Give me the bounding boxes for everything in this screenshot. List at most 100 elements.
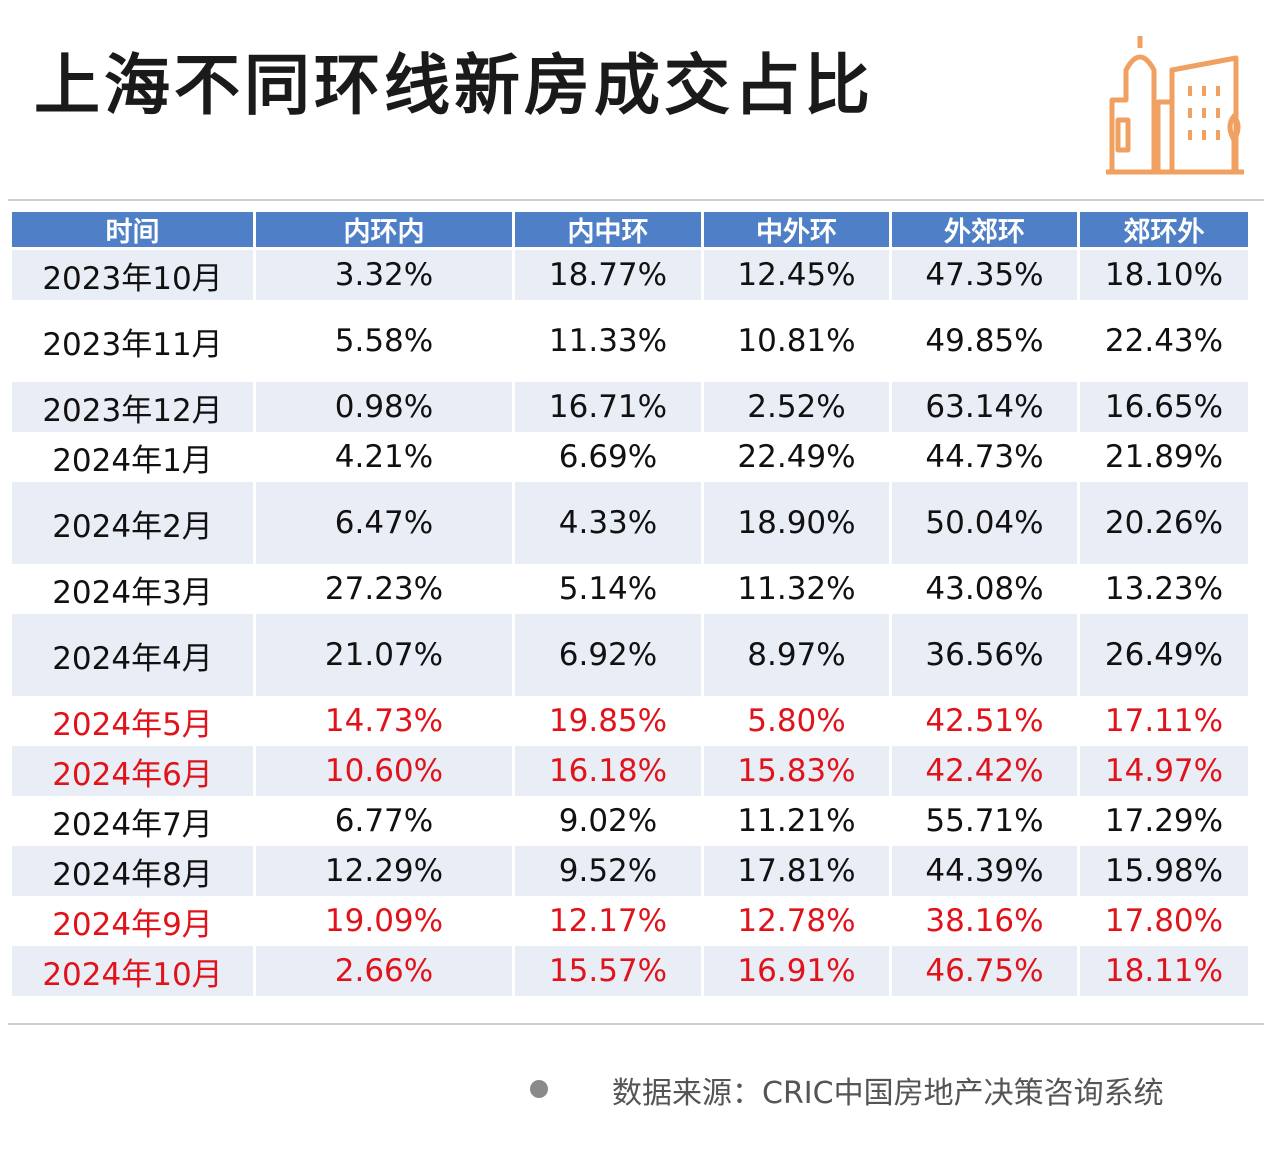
cell-outside-suburban-ring: 26.49%: [1080, 614, 1248, 696]
table-row: 2024年3月 27.23% 5.14% 11.32% 43.08% 13.23%: [12, 564, 1248, 614]
cell-time: 2023年12月: [12, 382, 256, 432]
cell-middle-outer-ring: 18.90%: [704, 482, 892, 564]
cell-outer-suburban-ring: 44.39%: [892, 846, 1080, 896]
table-row: 2024年4月 21.07% 6.92% 8.97% 36.56% 26.49%: [12, 614, 1248, 696]
cell-outside-suburban-ring: 15.98%: [1080, 846, 1248, 896]
cell-middle-outer-ring: 22.49%: [704, 432, 892, 482]
cell-outer-suburban-ring: 43.08%: [892, 564, 1080, 614]
cell-time: 2024年3月: [12, 564, 256, 614]
cell-outside-suburban-ring: 17.80%: [1104, 903, 1224, 939]
cell-outer-suburban-ring: 38.16%: [892, 896, 1080, 946]
cell-outside-suburban-ring: 17.11%: [1104, 703, 1224, 739]
cell-middle-outer-ring: 10.81%: [704, 300, 892, 382]
cell-outside-suburban-ring: 20.26%: [1080, 482, 1248, 564]
cell-inner-middle-ring: 6.69%: [515, 432, 704, 482]
cell-time: 2023年11月: [12, 300, 256, 382]
cell-inner-middle-ring: 18.77%: [515, 250, 704, 300]
table-row: 2024年10月 2.66% 15.57% 16.91% 46.75% 18.11%: [12, 946, 1248, 996]
table-row: 2024年7月 6.77% 9.02% 11.21% 55.71% 17.29%: [12, 796, 1248, 846]
cell-inner-ring: 14.73%: [256, 696, 515, 746]
cell-outer-suburban-ring: 47.35%: [892, 250, 1080, 300]
cell-inner-ring: 6.77%: [256, 796, 515, 846]
city-buildings-icon: [1106, 36, 1244, 175]
table-row: 2024年9月 19.09% 12.17% 12.78% 38.16% 17.80%: [12, 896, 1248, 946]
header-time: 时间: [12, 212, 256, 250]
cell-outside-suburban-ring: 21.89%: [1104, 439, 1224, 475]
cell-outside-suburban-ring: 18.10%: [1080, 250, 1248, 300]
cell-time: 2024年7月: [12, 796, 256, 846]
cell-outside-suburban-ring: 14.97%: [1080, 746, 1248, 796]
cell-inner-ring: 5.58%: [256, 300, 515, 382]
data-source: 数据来源：CRIC中国房地产决策咨询系统: [612, 1076, 1164, 1111]
cell-inner-middle-ring: 9.02%: [515, 796, 704, 846]
table-row: 2024年1月 4.21% 6.69% 22.49% 44.73% 21.89%: [12, 432, 1248, 482]
table-row: 2023年12月 0.98% 16.71% 2.52% 63.14% 16.65%: [12, 382, 1248, 432]
cell-inner-middle-ring: 15.57%: [515, 946, 704, 996]
cell-middle-outer-ring: 8.97%: [704, 614, 892, 696]
cell-middle-outer-ring: 11.32%: [704, 564, 892, 614]
header-middle-outer-ring: 中外环: [704, 212, 892, 250]
cell-inner-ring: 27.23%: [256, 564, 515, 614]
cell-outer-suburban-ring: 42.51%: [892, 696, 1080, 746]
cell-time: 2024年4月: [12, 614, 256, 696]
cell-middle-outer-ring: 12.45%: [704, 250, 892, 300]
page-title: 上海不同环线新房成交占比: [34, 47, 874, 124]
cell-outer-suburban-ring: 36.56%: [892, 614, 1080, 696]
table-row: 2023年11月 5.58% 11.33% 10.81% 49.85% 22.43%: [12, 300, 1248, 382]
cell-inner-middle-ring: 11.33%: [515, 300, 704, 382]
bullet-dot-icon: [530, 1080, 548, 1098]
cell-inner-middle-ring: 12.17%: [515, 896, 704, 946]
cell-outer-suburban-ring: 63.14%: [892, 382, 1080, 432]
cell-middle-outer-ring: 11.21%: [704, 796, 892, 846]
header-inner-middle-ring: 内中环: [515, 212, 704, 250]
cell-outer-suburban-ring: 55.71%: [892, 796, 1080, 846]
cell-outside-suburban-ring: 16.65%: [1080, 382, 1248, 432]
top-divider: [8, 199, 1264, 201]
cell-inner-ring: 0.98%: [256, 382, 515, 432]
cell-inner-ring: 21.07%: [256, 614, 515, 696]
header-outer-suburban-ring: 外郊环: [892, 212, 1080, 250]
cell-middle-outer-ring: 12.78%: [704, 896, 892, 946]
cell-outer-suburban-ring: 49.85%: [892, 300, 1080, 382]
cell-inner-ring: 19.09%: [256, 896, 515, 946]
cell-middle-outer-ring: 5.80%: [704, 696, 892, 746]
cell-outer-suburban-ring: 44.73%: [892, 432, 1080, 482]
cell-time: 2024年6月: [12, 746, 256, 796]
header-outside-suburban-ring: 郊环外: [1080, 212, 1248, 250]
cell-outside-suburban-ring: 17.29%: [1104, 803, 1224, 839]
cell-outside-suburban-ring: 13.23%: [1104, 571, 1224, 607]
cell-middle-outer-ring: 16.91%: [704, 946, 892, 996]
cell-inner-middle-ring: 5.14%: [515, 564, 704, 614]
cell-outer-suburban-ring: 42.42%: [892, 746, 1080, 796]
cell-outside-suburban-ring: 18.11%: [1080, 946, 1248, 996]
cell-inner-middle-ring: 6.92%: [515, 614, 704, 696]
cell-inner-ring: 10.60%: [256, 746, 515, 796]
cell-inner-middle-ring: 16.71%: [515, 382, 704, 432]
table-row: 2024年5月 14.73% 19.85% 5.80% 42.51% 17.11%: [12, 696, 1248, 746]
cell-inner-middle-ring: 16.18%: [515, 746, 704, 796]
cell-time: 2024年1月: [12, 432, 256, 482]
table-row: 2023年10月 3.32% 18.77% 12.45% 47.35% 18.10%: [12, 250, 1248, 300]
cell-middle-outer-ring: 2.52%: [704, 382, 892, 432]
cell-inner-ring: 4.21%: [256, 432, 515, 482]
bottom-divider: [8, 1023, 1264, 1025]
cell-time: 2024年8月: [12, 846, 256, 896]
table-row: 2024年2月 6.47% 4.33% 18.90% 50.04% 20.26%: [12, 482, 1248, 564]
data-table: 时间 内环内 内中环 中外环 外郊环 郊环外 2023年10月 3.32% 18.7…: [12, 212, 1248, 996]
cell-inner-middle-ring: 9.52%: [515, 846, 704, 896]
cell-inner-middle-ring: 4.33%: [515, 482, 704, 564]
cell-time: 2024年5月: [12, 696, 256, 746]
cell-inner-ring: 12.29%: [256, 846, 515, 896]
header-inner-ring: 内环内: [256, 212, 515, 250]
cell-outside-suburban-ring: 22.43%: [1104, 323, 1224, 359]
cell-inner-ring: 2.66%: [256, 946, 515, 996]
table-row: 2024年8月 12.29% 9.52% 17.81% 44.39% 15.98%: [12, 846, 1248, 896]
cell-inner-ring: 3.32%: [256, 250, 515, 300]
cell-time: 2024年10月: [12, 946, 256, 996]
cell-time: 2023年10月: [12, 250, 256, 300]
cell-outer-suburban-ring: 50.04%: [892, 482, 1080, 564]
table-row: 2024年6月 10.60% 16.18% 15.83% 42.42% 14.97%: [12, 746, 1248, 796]
cell-outer-suburban-ring: 46.75%: [892, 946, 1080, 996]
cell-time: 2024年9月: [12, 896, 256, 946]
cell-middle-outer-ring: 15.83%: [704, 746, 892, 796]
